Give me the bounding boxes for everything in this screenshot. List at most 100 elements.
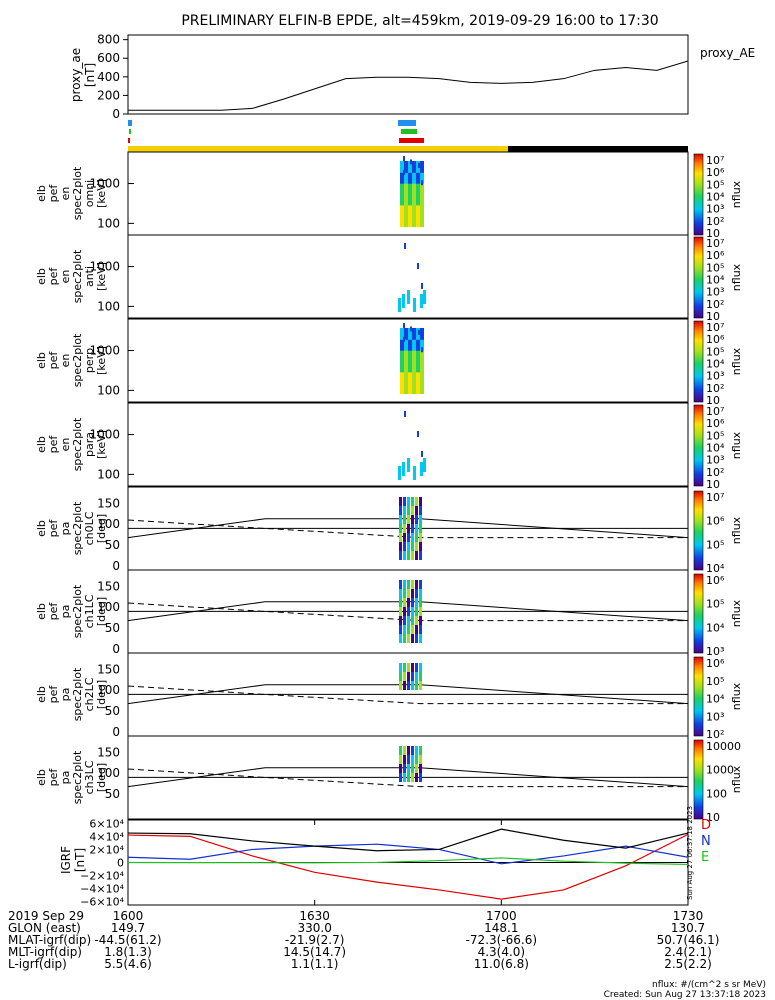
igrf-ytick-label: 0 bbox=[117, 857, 124, 870]
pa-cell bbox=[399, 524, 402, 533]
pa-cell bbox=[415, 542, 418, 551]
ytick-label: 50 bbox=[105, 621, 120, 635]
pa-cell bbox=[419, 524, 422, 533]
ytick-label: 150 bbox=[97, 745, 120, 759]
pa-cell bbox=[407, 506, 410, 515]
pa-cell bbox=[415, 607, 418, 616]
pa-cell bbox=[411, 589, 414, 598]
colorbar-tick-label: 10 bbox=[706, 478, 720, 491]
panel-ylabel-line: elb bbox=[35, 436, 48, 453]
spectrogram-cell bbox=[404, 160, 408, 173]
footer-cell: 149.7 bbox=[111, 921, 145, 935]
pa-cell bbox=[419, 755, 422, 764]
pa-cell bbox=[399, 497, 402, 506]
spectrogram-panel-frame bbox=[127, 234, 689, 319]
footer-cell: 2.4(2.1) bbox=[664, 945, 712, 959]
colorbar-tick-label: 10 bbox=[706, 811, 720, 824]
spectrogram-cell bbox=[410, 173, 412, 179]
spectrogram-cell bbox=[421, 333, 423, 339]
ytick-label: 100 bbox=[97, 517, 120, 531]
pa-cell bbox=[403, 755, 406, 764]
panel-ylabel-line: elb bbox=[35, 603, 48, 620]
colorbar-tick-label: 10⁷ bbox=[706, 405, 724, 418]
pa-cell bbox=[403, 773, 406, 782]
pa-cell bbox=[403, 524, 406, 533]
spectrogram-cell bbox=[404, 338, 408, 351]
status-bar-yellow bbox=[128, 146, 508, 152]
igrf-ylabel-line: IGRF bbox=[59, 846, 73, 874]
spectrogram-cell bbox=[418, 162, 420, 168]
pa-cell bbox=[403, 663, 406, 672]
spectrogram-cell bbox=[408, 182, 412, 195]
colorbar-tick-label: 10⁵ bbox=[706, 429, 724, 442]
pa-cell bbox=[399, 755, 402, 764]
pa-cell bbox=[403, 580, 406, 589]
igrf-ytick-label: −2×10⁴ bbox=[80, 870, 124, 883]
panel-ylabel-line: pef bbox=[47, 351, 60, 370]
colorbar-tick-label: 10⁵ bbox=[706, 178, 724, 191]
footer-cell: 1700 bbox=[486, 909, 517, 923]
colorbar bbox=[693, 153, 704, 236]
footer-cell: 2.5(2.2) bbox=[664, 957, 712, 971]
ytick-label: 50 bbox=[105, 538, 120, 552]
pa-cell bbox=[403, 497, 406, 506]
pa-cell bbox=[419, 625, 422, 634]
footer-units: nflux: #/(cm^2 s sr MeV) bbox=[652, 980, 766, 990]
pa-cell bbox=[399, 663, 402, 672]
pa-cell bbox=[403, 533, 406, 542]
spectrogram-cell bbox=[420, 382, 424, 394]
spectrogram-cell bbox=[400, 182, 404, 195]
igrf-ytick-label: 6×10⁴ bbox=[89, 817, 124, 830]
pa-cell bbox=[419, 681, 422, 690]
panel-ylabel-line: ch2LC bbox=[83, 677, 96, 711]
footer-cell: 11.0(6.8) bbox=[474, 957, 529, 971]
footer-cell: 148.1 bbox=[484, 921, 518, 935]
panel-ylabel-line: pa bbox=[59, 771, 72, 785]
dashed-line bbox=[127, 602, 688, 622]
ytick-label: 0 bbox=[112, 559, 120, 573]
igrf-line bbox=[127, 857, 689, 866]
spectrogram-cell bbox=[403, 156, 405, 161]
pa-cell bbox=[419, 580, 422, 589]
igrf-line bbox=[127, 828, 689, 852]
ytick-label: 1000 bbox=[89, 260, 120, 274]
pa-cell bbox=[415, 755, 418, 764]
panel-ylabel-line: pa bbox=[59, 688, 72, 702]
spectrogram-cell bbox=[412, 371, 416, 384]
spectrogram-cell bbox=[420, 204, 424, 217]
panel-ylabel-line: spec2plot bbox=[71, 417, 84, 471]
pa-cell bbox=[415, 681, 418, 690]
spectrogram-cell bbox=[408, 204, 412, 217]
ae-panel-frame bbox=[127, 34, 689, 115]
panel-ylabel: elbpefpaspec2plotch2LC[deg] bbox=[35, 667, 108, 721]
spectrogram-cell bbox=[404, 171, 408, 184]
footer-cell: 330.0 bbox=[297, 921, 331, 935]
pa-cell bbox=[415, 551, 418, 560]
ae-series-label: proxy_AE bbox=[700, 46, 755, 60]
spectrogram-cell bbox=[416, 360, 420, 373]
ytick-label: 100 bbox=[97, 766, 120, 780]
pa-cell bbox=[411, 598, 414, 607]
spectrogram-cell bbox=[416, 371, 420, 384]
spectrogram-cell bbox=[412, 349, 416, 362]
panel-ylabel-line: [keV] bbox=[95, 430, 108, 459]
footer-cell: 2019 Sep 29 bbox=[8, 909, 84, 923]
pa-cell bbox=[415, 524, 418, 533]
pa-cell bbox=[399, 533, 402, 542]
pa-cell bbox=[419, 515, 422, 524]
pa-cell bbox=[419, 764, 422, 773]
colorbar-tick-label: 10000 bbox=[706, 740, 741, 753]
pa-cell bbox=[403, 616, 406, 625]
panel-ylabel: elbpefenspec2plotomni[keV] bbox=[35, 166, 108, 220]
pa-cell bbox=[415, 663, 418, 672]
dashed-line bbox=[127, 768, 688, 788]
ytick-label: 150 bbox=[97, 579, 120, 593]
igrf-ytick-label: −4×10⁴ bbox=[80, 883, 124, 896]
ae-ylabel-line: [nT] bbox=[83, 63, 97, 87]
panel-ylabel-line: pef bbox=[47, 435, 60, 454]
spectrogram-cell bbox=[408, 349, 412, 362]
spectrogram-cell bbox=[404, 193, 408, 206]
pa-cell bbox=[407, 551, 410, 560]
pa-cell bbox=[411, 542, 414, 551]
igrf-ytick-label: 4×10⁴ bbox=[89, 830, 124, 843]
